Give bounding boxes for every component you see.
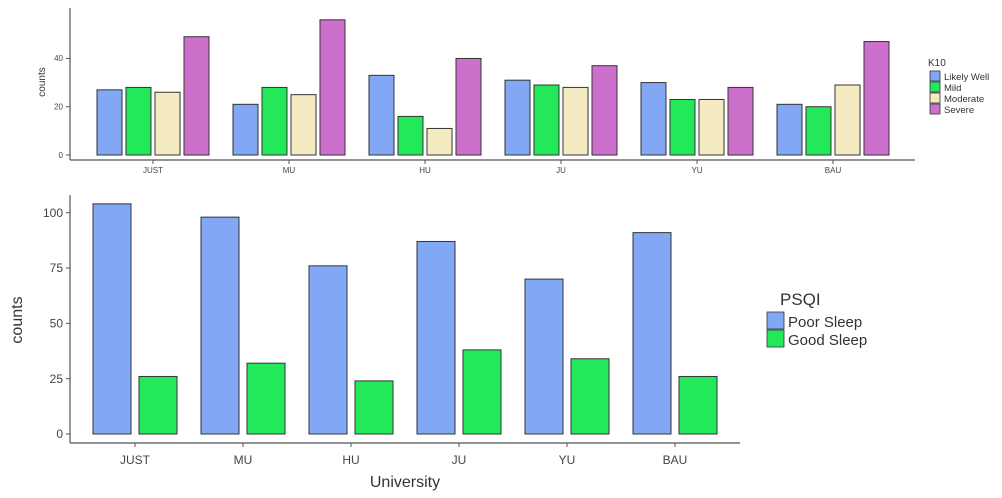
psqi-bar-yu-good-sleep bbox=[570, 358, 610, 435]
k10-bar-bau-severe bbox=[863, 41, 890, 156]
k10-legend-label-moderate: Moderate bbox=[944, 94, 984, 105]
k10-x-tick-label: JU bbox=[556, 166, 566, 175]
psqi-bar-mu-good-sleep bbox=[246, 362, 286, 435]
k10-legend-title: K10 bbox=[928, 58, 946, 69]
k10-bar-ju-moderate bbox=[562, 86, 589, 156]
k10-x-tick-label: HU bbox=[419, 166, 431, 175]
k10-bar-just-moderate bbox=[154, 91, 181, 156]
k10-chart: 0 20 40 JUST MU HU JU YU BAU counts K10 Likely … bbox=[37, 8, 989, 175]
k10-bar-yu-likely-well bbox=[640, 82, 667, 156]
k10-y-tick-label: 20 bbox=[54, 103, 63, 112]
k10-bar-hu-severe bbox=[455, 57, 482, 156]
psqi-legend-label-poor-sleep: Poor Sleep bbox=[788, 314, 862, 331]
psqi-x-tick-label: HU bbox=[342, 453, 359, 467]
psqi-x-tick-label: JUST bbox=[120, 453, 151, 467]
psqi-y-tick-label: 75 bbox=[50, 261, 64, 275]
psqi-x-tick-label: MU bbox=[234, 453, 253, 467]
psqi-x-tick-label: BAU bbox=[663, 453, 688, 467]
k10-bar-just-likely-well bbox=[96, 89, 123, 156]
k10-legend-label-mild: Mild bbox=[944, 83, 961, 94]
psqi-bars bbox=[92, 203, 718, 435]
psqi-x-axis-label: University bbox=[370, 474, 440, 491]
k10-bar-just-severe bbox=[183, 36, 210, 156]
k10-bar-bau-mild bbox=[805, 106, 832, 156]
k10-bar-hu-mild bbox=[397, 115, 424, 156]
psqi-x-tick-label: YU bbox=[559, 453, 576, 467]
psqi-y-tick-label: 100 bbox=[43, 206, 63, 220]
k10-x-tick-label: JUST bbox=[143, 166, 163, 175]
psqi-bar-just-good-sleep bbox=[138, 375, 178, 435]
k10-legend-key-moderate bbox=[929, 92, 941, 104]
psqi-bar-bau-poor-sleep bbox=[632, 232, 672, 435]
k10-bar-ju-likely-well bbox=[504, 79, 531, 156]
k10-x-tick-label: BAU bbox=[825, 166, 842, 175]
k10-bars bbox=[96, 19, 890, 156]
psqi-bar-hu-poor-sleep bbox=[308, 265, 348, 435]
k10-y-tick-label: 40 bbox=[54, 54, 63, 63]
k10-bar-mu-severe bbox=[319, 19, 346, 156]
k10-y-axis-label: counts bbox=[37, 67, 48, 96]
psqi-x-tick-label: JU bbox=[452, 453, 467, 467]
k10-x-ticks: JUST MU HU JU YU BAU bbox=[143, 160, 841, 175]
k10-bar-yu-severe bbox=[727, 86, 754, 156]
psqi-y-tick-label: 0 bbox=[56, 427, 63, 441]
k10-bar-yu-mild bbox=[669, 98, 696, 156]
psqi-bar-mu-poor-sleep bbox=[200, 216, 240, 435]
psqi-bar-just-poor-sleep bbox=[92, 203, 132, 435]
psqi-bar-yu-poor-sleep bbox=[524, 278, 564, 435]
k10-bar-ju-severe bbox=[591, 65, 618, 156]
k10-bar-ju-mild bbox=[533, 84, 560, 156]
k10-legend-key-severe bbox=[929, 103, 941, 115]
k10-legend-key-mild bbox=[929, 81, 941, 93]
psqi-bar-ju-good-sleep bbox=[462, 349, 502, 435]
k10-bar-mu-moderate bbox=[290, 94, 317, 156]
k10-bar-just-mild bbox=[125, 86, 152, 156]
psqi-legend-title: PSQI bbox=[780, 290, 821, 309]
psqi-bar-hu-good-sleep bbox=[354, 380, 394, 435]
psqi-legend-key-good-sleep bbox=[766, 329, 785, 348]
k10-y-tick-label: 0 bbox=[59, 151, 64, 160]
k10-bar-hu-likely-well bbox=[368, 74, 395, 156]
k10-bar-mu-likely-well bbox=[232, 103, 259, 156]
k10-legend-label-likely-well: Likely Well bbox=[944, 72, 989, 83]
k10-legend-label-severe: Severe bbox=[944, 105, 974, 116]
psqi-legend-key-poor-sleep bbox=[766, 311, 785, 330]
k10-bar-yu-moderate bbox=[698, 98, 725, 156]
k10-x-tick-label: MU bbox=[283, 166, 296, 175]
psqi-bar-bau-good-sleep bbox=[678, 375, 718, 435]
k10-bar-mu-mild bbox=[261, 86, 288, 156]
k10-bar-hu-moderate bbox=[426, 127, 453, 156]
psqi-bar-ju-poor-sleep bbox=[416, 240, 456, 435]
psqi-y-ticks: 0 25 50 75 100 bbox=[43, 206, 70, 441]
k10-x-tick-label: YU bbox=[691, 166, 702, 175]
k10-bar-bau-moderate bbox=[834, 84, 861, 156]
k10-legend-key-likely-well bbox=[929, 70, 941, 82]
psqi-y-axis-label: counts bbox=[9, 296, 26, 343]
psqi-y-tick-label: 25 bbox=[50, 372, 64, 386]
psqi-y-tick-label: 50 bbox=[50, 317, 64, 331]
k10-bar-bau-likely-well bbox=[776, 103, 803, 156]
k10-y-ticks: 0 20 40 bbox=[54, 54, 70, 160]
psqi-legend-label-good-sleep: Good Sleep bbox=[788, 332, 867, 349]
psqi-chart: 0 25 50 75 100 JUST MU HU JU YU BAU counts Univer… bbox=[9, 195, 867, 491]
psqi-x-ticks: JUST MU HU JU YU BAU bbox=[120, 443, 687, 467]
